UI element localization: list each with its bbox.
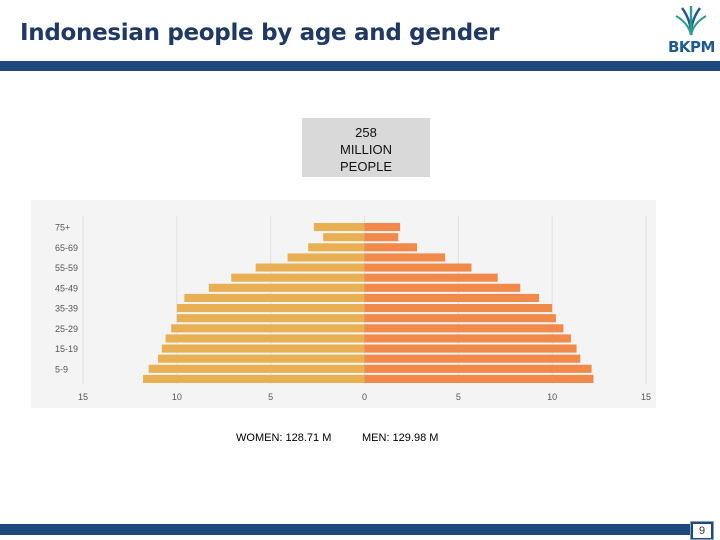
y-tick-label: 15-19 [55,344,78,354]
men-bar [364,314,556,323]
women-bar [176,304,365,313]
y-tick-label: 45-49 [55,283,78,293]
women-bar [184,293,365,302]
men-bar [364,233,399,242]
page-title: Indonesian people by age and gender [20,20,500,46]
men-bar [364,374,594,383]
women-bar [176,314,365,323]
y-tick-label: 65-69 [55,243,78,253]
men-bar [364,334,571,343]
x-tick-label: 15 [78,392,88,402]
y-tick-label: 55-59 [55,263,78,273]
men-bar [364,304,553,313]
women-bar [255,263,365,272]
men-bar [364,364,592,373]
page-number-badge: 9 [690,521,714,540]
men-bar [364,354,581,363]
women-bar [165,334,365,343]
women-total-label: WOMEN: 128.71 M [236,432,332,444]
logo-text: BKPM [668,38,715,56]
total-unit: MILLION [339,142,392,157]
total-population-box: 258 MILLION PEOPLE [302,118,430,177]
footer-rule [0,524,690,535]
women-bar [148,364,365,373]
x-tick-label: 10 [172,392,182,402]
y-tick-label: 35-39 [55,304,78,314]
men-bar [364,223,401,232]
men-bar [364,273,498,282]
women-bar [143,374,365,383]
y-tick-label: 5-9 [55,364,68,374]
header-rule [0,61,720,71]
x-tick-label: 0 [362,392,367,402]
x-tick-label: 5 [456,392,461,402]
women-bar [313,223,365,232]
y-tick-label: 75+ [55,223,70,233]
men-bar [364,283,521,292]
total-caption: PEOPLE [339,159,393,174]
population-pyramid-chart: 75+ 65-69 55-59 45-49 35-39 25-29 15-19 5-9 15 10… [31,200,656,408]
men-bar [364,324,564,333]
women-bar [323,233,365,242]
women-bar [158,354,365,363]
women-bar [208,283,365,292]
women-bar [308,243,365,252]
men-bar [364,293,540,302]
x-tick-label: 5 [268,392,273,402]
page-number: 9 [693,524,711,538]
y-tick-label: 25-29 [55,324,78,334]
men-bar [364,344,577,353]
women-bar [231,273,365,282]
men-bar [364,243,418,252]
women-bar [161,344,365,353]
x-tick-label: 10 [547,392,557,402]
total-value: 258 [355,125,377,140]
bkpm-emblem-icon [675,6,707,36]
women-bar [287,253,365,262]
men-bar [364,253,446,262]
women-bar [171,324,365,333]
men-bar [364,263,472,272]
men-total-label: MEN: 129.98 M [362,432,439,444]
x-tick-label: 15 [641,392,651,402]
bkpm-logo: BKPM [664,4,720,56]
